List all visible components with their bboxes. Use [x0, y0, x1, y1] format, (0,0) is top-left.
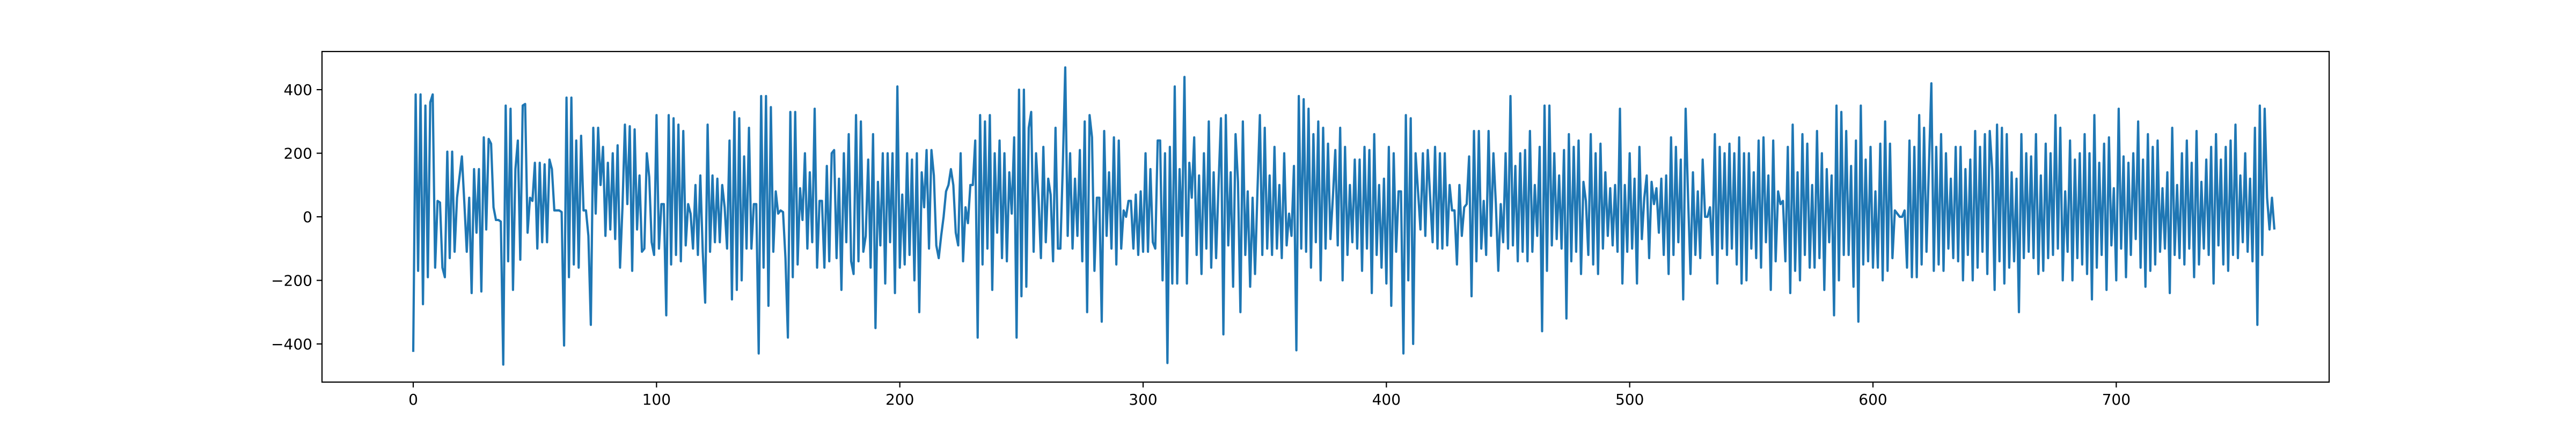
y-axis-ticks: −400 −200 0 200 400 [271, 81, 322, 353]
y-tick-label: −200 [271, 272, 312, 289]
y-tick-label: −400 [271, 335, 312, 353]
axes-frame [321, 50, 2330, 383]
x-tick-label: 600 [1858, 391, 1887, 408]
y-tick-label: 200 [284, 145, 312, 163]
x-tick-label: 300 [1129, 391, 1157, 408]
series-line-0 [412, 66, 2276, 366]
x-tick-label: 0 [408, 391, 418, 408]
y-tick-label: 0 [303, 208, 312, 226]
x-tick-label: 500 [1615, 391, 1644, 408]
x-tick-label: 200 [885, 391, 914, 408]
plot-area [412, 66, 2276, 366]
x-axis-ticks: 0 100 200 300 400 500 600 700 [408, 382, 2131, 408]
x-tick-label: 700 [2102, 391, 2131, 408]
x-tick-label: 400 [1372, 391, 1401, 408]
x-tick-label: 100 [642, 391, 671, 408]
y-tick-label: 400 [284, 81, 312, 99]
